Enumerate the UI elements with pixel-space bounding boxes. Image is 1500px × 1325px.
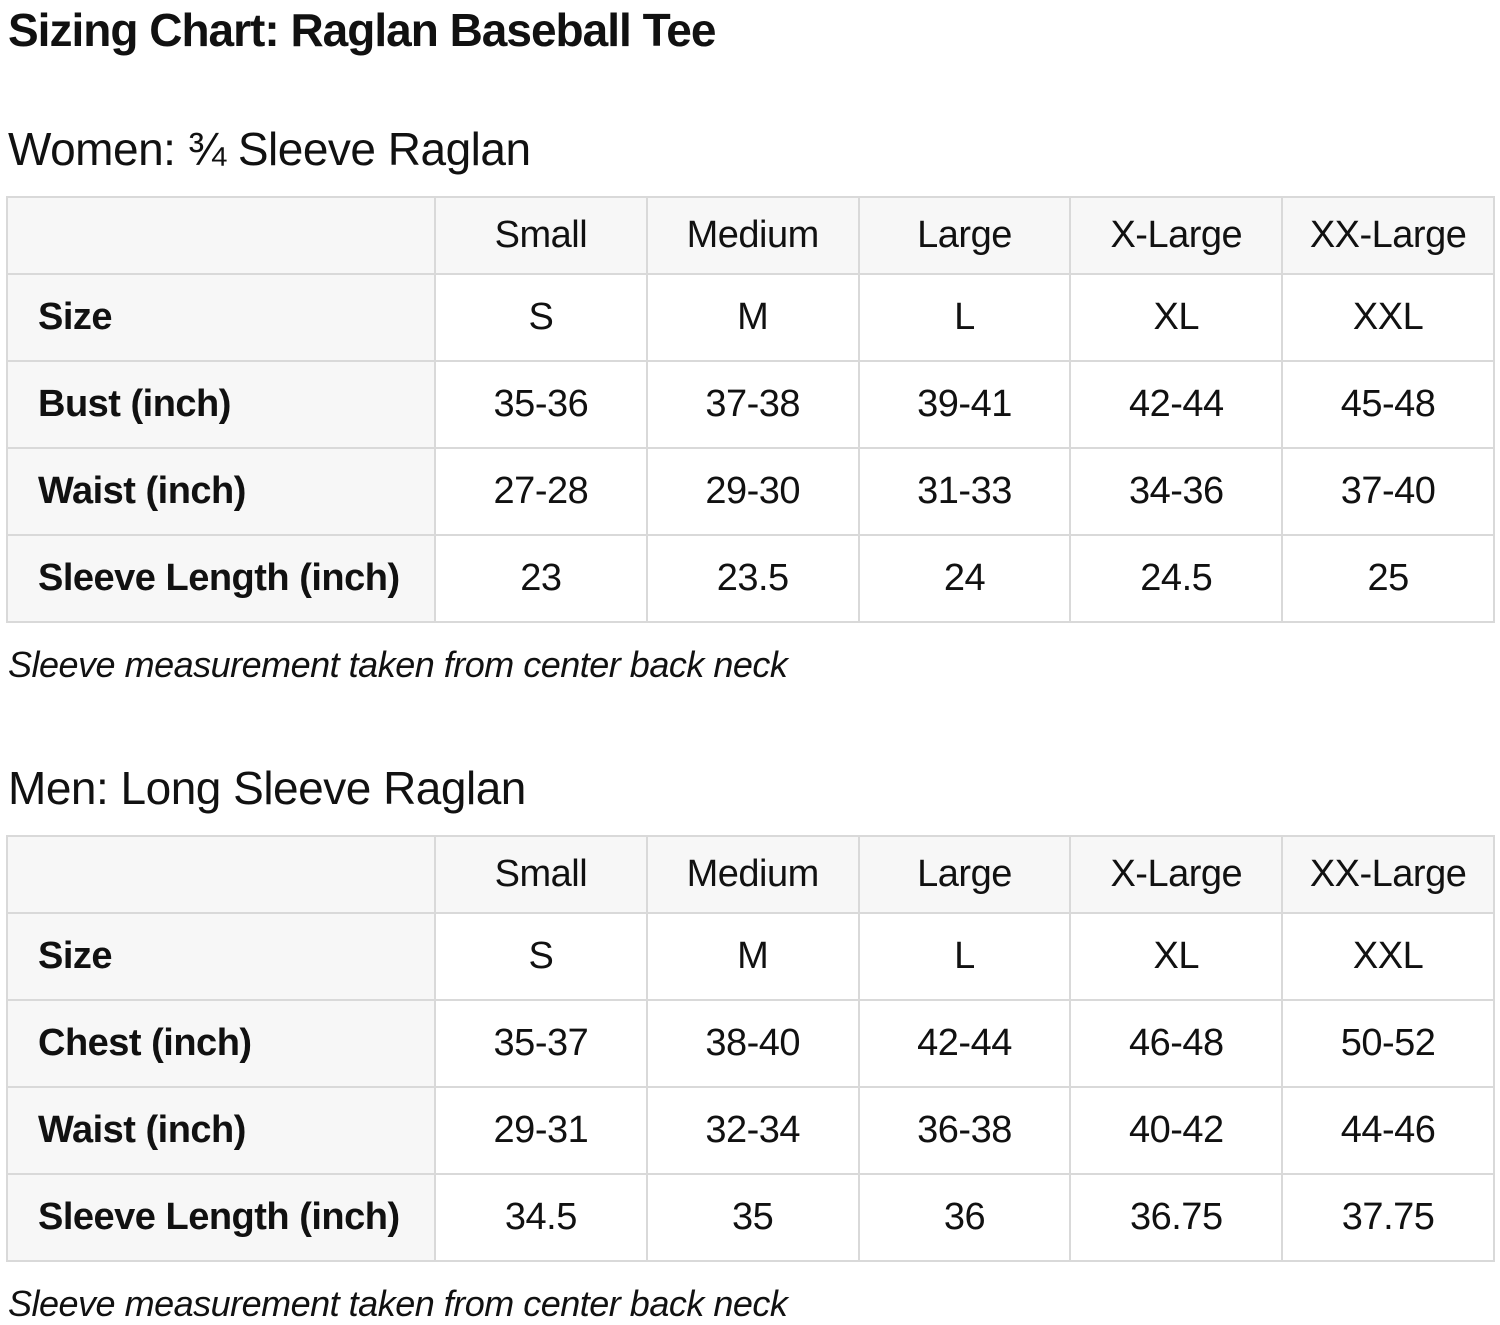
size-value-cell: 42-44 xyxy=(857,998,1072,1088)
column-header: XX-Large xyxy=(1281,834,1495,914)
table-row: Chest (inch) 35-37 38-40 42-44 46-48 50-52 xyxy=(6,998,1495,1088)
table-row: Sleeve Length (inch) 34.5 35 36 36.75 37.75 xyxy=(6,1172,1495,1262)
row-label: Sleeve Length (inch) xyxy=(6,533,436,623)
size-value-cell: 23 xyxy=(434,533,648,623)
size-value-cell: L xyxy=(857,272,1072,362)
size-value-cell: 23.5 xyxy=(645,533,860,623)
size-value-cell: 34.5 xyxy=(434,1172,648,1262)
size-value-cell: S xyxy=(434,911,648,1001)
size-value-cell: 34-36 xyxy=(1069,446,1284,536)
row-label: Size xyxy=(6,911,436,1001)
row-label: Waist (inch) xyxy=(6,1085,436,1175)
size-value-cell: 35 xyxy=(645,1172,860,1262)
size-value-cell: 36 xyxy=(857,1172,1072,1262)
size-value-cell: 37.75 xyxy=(1281,1172,1495,1262)
size-value-cell: 27-28 xyxy=(434,446,648,536)
column-header: X-Large xyxy=(1069,195,1284,275)
size-value-cell: XXL xyxy=(1281,911,1495,1001)
section-heading: Men: Long Sleeve Raglan xyxy=(8,761,526,814)
corner-cell xyxy=(6,195,436,275)
size-value-cell: 25 xyxy=(1281,533,1495,623)
size-value-cell: 42-44 xyxy=(1069,359,1284,449)
size-value-cell: 50-52 xyxy=(1281,998,1495,1088)
row-label: Chest (inch) xyxy=(6,998,436,1088)
size-table-section: Women: ¾ Sleeve Raglan Small Medium Large X… xyxy=(6,122,1495,686)
size-value-cell: 45-48 xyxy=(1281,359,1495,449)
size-value-cell: 38-40 xyxy=(645,998,860,1088)
column-header: X-Large xyxy=(1069,834,1284,914)
column-header: Small xyxy=(434,834,648,914)
size-value-cell: XL xyxy=(1069,911,1284,1001)
column-header: Medium xyxy=(645,195,860,275)
size-value-cell: 36-38 xyxy=(857,1085,1072,1175)
size-sections: Women: ¾ Sleeve Raglan Small Medium Large X… xyxy=(6,122,1495,1325)
size-value-cell: XL xyxy=(1069,272,1284,362)
table-row: Waist (inch) 27-28 29-30 31-33 34-36 37-40 xyxy=(6,446,1495,536)
column-header: Large xyxy=(857,834,1072,914)
corner-cell xyxy=(6,834,436,914)
size-value-cell: 29-31 xyxy=(434,1085,648,1175)
size-value-cell: 36.75 xyxy=(1069,1172,1284,1262)
row-label: Bust (inch) xyxy=(6,359,436,449)
size-value-cell: S xyxy=(434,272,648,362)
size-value-cell: 37-38 xyxy=(645,359,860,449)
table-row: Waist (inch) 29-31 32-34 36-38 40-42 44-46 xyxy=(6,1085,1495,1175)
size-value-cell: 24.5 xyxy=(1069,533,1284,623)
column-header-row: Small Medium Large X-Large XX-Large xyxy=(6,834,1495,914)
table-row: Sleeve Length (inch) 23 23.5 24 24.5 25 xyxy=(6,533,1495,623)
size-value-cell: 32-34 xyxy=(645,1085,860,1175)
row-label: Size xyxy=(6,272,436,362)
size-value-cell: 44-46 xyxy=(1281,1085,1495,1175)
size-value-cell: 39-41 xyxy=(857,359,1072,449)
column-header: Small xyxy=(434,195,648,275)
row-label: Waist (inch) xyxy=(6,446,436,536)
column-header-row: Small Medium Large X-Large XX-Large xyxy=(6,195,1495,275)
size-value-cell: 35-36 xyxy=(434,359,648,449)
size-value-cell: M xyxy=(645,272,860,362)
size-value-cell: 46-48 xyxy=(1069,998,1284,1088)
size-value-cell: 31-33 xyxy=(857,446,1072,536)
section-heading: Women: ¾ Sleeve Raglan xyxy=(8,122,531,175)
size-value-cell: 35-37 xyxy=(434,998,648,1088)
size-value-cell: 37-40 xyxy=(1281,446,1495,536)
size-value-cell: M xyxy=(645,911,860,1001)
column-header: XX-Large xyxy=(1281,195,1495,275)
table-row: Size S M L XL XXL xyxy=(6,911,1495,1001)
size-table: Small Medium Large X-Large XX-Large Size S M L X… xyxy=(6,195,1495,623)
row-label: Sleeve Length (inch) xyxy=(6,1172,436,1262)
size-value-cell: 29-30 xyxy=(645,446,860,536)
column-header: Large xyxy=(857,195,1072,275)
table-row: Bust (inch) 35-36 37-38 39-41 42-44 45-48 xyxy=(6,359,1495,449)
size-value-cell: 40-42 xyxy=(1069,1085,1284,1175)
measurement-note: Sleeve measurement taken from center bac… xyxy=(8,1282,788,1324)
column-header: Medium xyxy=(645,834,860,914)
table-row: Size S M L XL XXL xyxy=(6,272,1495,362)
measurement-note: Sleeve measurement taken from center bac… xyxy=(8,643,788,685)
size-value-cell: XXL xyxy=(1281,272,1495,362)
size-value-cell: L xyxy=(857,911,1072,1001)
size-table: Small Medium Large X-Large XX-Large Size S M L X… xyxy=(6,834,1495,1262)
page-title: Sizing Chart: Raglan Baseball Tee xyxy=(8,4,716,56)
size-value-cell: 24 xyxy=(857,533,1072,623)
size-table-section: Men: Long Sleeve Raglan Small Medium Large… xyxy=(6,761,1495,1325)
